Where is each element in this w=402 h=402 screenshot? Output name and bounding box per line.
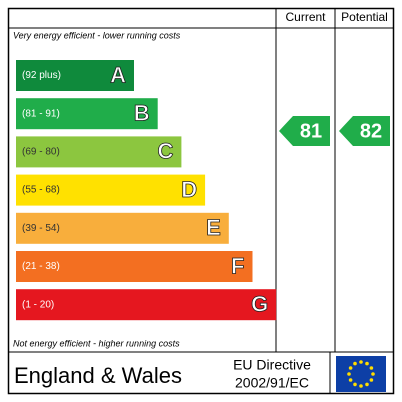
- band-letter: D: [181, 177, 197, 202]
- header-current: Current: [285, 10, 326, 24]
- flag-star: [353, 361, 357, 366]
- directive: 2002/91/EC: [235, 375, 309, 391]
- band: [16, 212, 229, 244]
- band-letter: E: [206, 215, 221, 240]
- rating-arrow: [279, 116, 330, 146]
- flag-star: [353, 382, 357, 387]
- rating-arrow: [339, 116, 390, 146]
- band-letter: F: [231, 253, 244, 278]
- band: [16, 98, 158, 130]
- header-potential: Potential: [341, 10, 388, 24]
- band: [16, 251, 253, 282]
- band-range: (55 - 68): [22, 185, 60, 196]
- band-range: (69 - 80): [22, 147, 60, 158]
- flag-star: [359, 360, 363, 364]
- directive: EU Directive: [233, 357, 311, 373]
- flag-star: [369, 378, 374, 382]
- flag-star: [359, 384, 363, 388]
- band-letter: C: [158, 139, 174, 164]
- band-letter: A: [110, 62, 126, 87]
- band: [16, 289, 277, 321]
- flag-star: [347, 372, 351, 376]
- band-letter: B: [134, 101, 150, 126]
- top-note: Very energy efficient - lower running co…: [13, 30, 181, 40]
- rating-value: 81: [300, 120, 322, 142]
- region: England & Wales: [14, 363, 182, 388]
- band-range: (21 - 38): [22, 261, 60, 272]
- band-range: (81 - 91): [22, 108, 60, 119]
- flag-star: [365, 361, 369, 366]
- flag-star: [348, 366, 353, 370]
- bottom-note: Not energy efficient - higher running co…: [13, 338, 180, 348]
- band: [16, 60, 134, 91]
- band: [16, 174, 206, 206]
- band-range: (39 - 54): [22, 223, 60, 234]
- flag-star: [365, 382, 369, 387]
- band-range: (1 - 20): [22, 299, 54, 310]
- flag-star: [348, 378, 353, 382]
- band: [16, 136, 182, 168]
- outer-border: [7, 7, 395, 395]
- rating-value: 82: [360, 120, 382, 142]
- flag-star: [371, 372, 375, 376]
- band-letter: G: [251, 292, 268, 317]
- band-range: (92 plus): [22, 70, 61, 81]
- flag-star: [369, 366, 374, 370]
